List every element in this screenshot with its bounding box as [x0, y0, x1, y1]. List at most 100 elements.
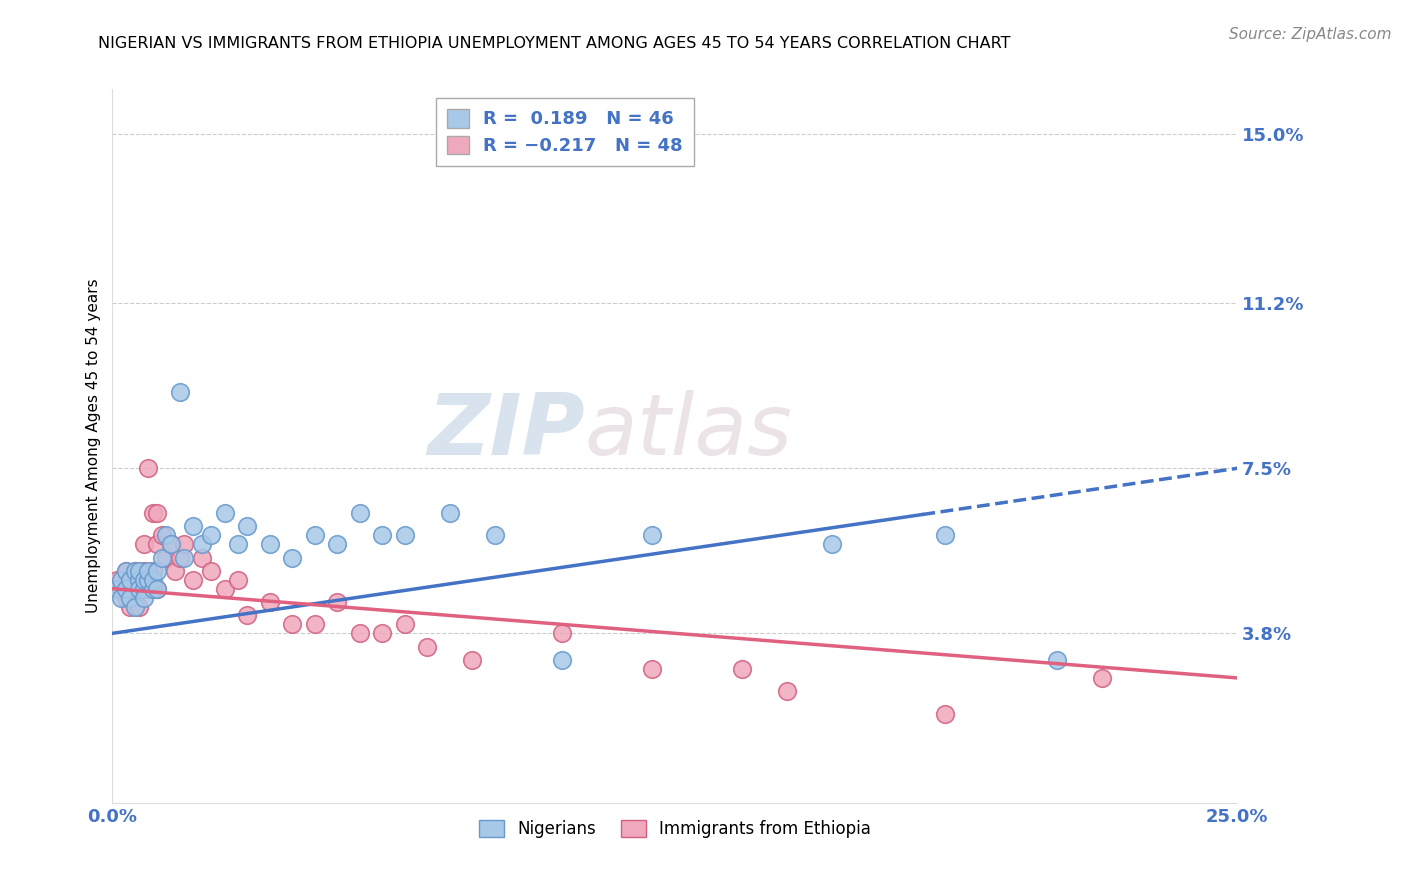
Point — [281, 550, 304, 565]
Text: NIGERIAN VS IMMIGRANTS FROM ETHIOPIA UNEMPLOYMENT AMONG AGES 45 TO 54 YEARS CORR: NIGERIAN VS IMMIGRANTS FROM ETHIOPIA UNE… — [98, 36, 1011, 51]
Legend: Nigerians, Immigrants from Ethiopia: Nigerians, Immigrants from Ethiopia — [472, 813, 877, 845]
Point — [124, 582, 146, 596]
Point — [146, 582, 169, 596]
Point — [146, 537, 169, 551]
Point — [120, 599, 142, 614]
Point — [1091, 671, 1114, 685]
Point — [115, 582, 138, 596]
Point — [146, 564, 169, 578]
Point — [461, 653, 484, 667]
Point — [228, 537, 250, 551]
Point — [326, 595, 349, 609]
Point — [142, 564, 165, 578]
Point — [281, 617, 304, 632]
Point — [326, 537, 349, 551]
Point — [439, 506, 461, 520]
Point — [128, 599, 150, 614]
Point — [183, 573, 205, 587]
Point — [259, 595, 281, 609]
Point — [115, 591, 138, 605]
Point — [128, 564, 150, 578]
Point — [124, 564, 146, 578]
Point — [214, 506, 236, 520]
Point — [551, 626, 574, 640]
Point — [1046, 653, 1069, 667]
Point — [155, 528, 177, 542]
Point — [169, 385, 191, 400]
Point — [160, 537, 183, 551]
Text: atlas: atlas — [585, 390, 793, 474]
Point — [120, 591, 142, 605]
Point — [173, 537, 195, 551]
Point — [115, 564, 138, 578]
Text: ZIP: ZIP — [427, 390, 585, 474]
Point — [173, 550, 195, 565]
Point — [110, 591, 132, 605]
Point — [132, 591, 155, 605]
Point — [200, 528, 222, 542]
Point — [371, 528, 394, 542]
Point — [416, 640, 439, 654]
Point — [120, 573, 142, 587]
Point — [155, 550, 177, 565]
Text: Source: ZipAtlas.com: Source: ZipAtlas.com — [1229, 27, 1392, 42]
Point — [124, 599, 146, 614]
Point — [142, 573, 165, 587]
Point — [934, 706, 956, 721]
Point — [128, 573, 150, 587]
Point — [132, 564, 155, 578]
Point — [371, 626, 394, 640]
Point — [394, 617, 416, 632]
Point — [132, 537, 155, 551]
Point — [236, 519, 259, 533]
Point — [120, 573, 142, 587]
Point — [214, 582, 236, 596]
Point — [146, 506, 169, 520]
Point — [146, 582, 169, 596]
Point — [191, 550, 214, 565]
Point — [142, 582, 165, 596]
Point — [641, 662, 664, 676]
Point — [138, 573, 160, 587]
Point — [138, 582, 160, 596]
Point — [394, 528, 416, 542]
Point — [191, 537, 214, 551]
Point — [124, 564, 146, 578]
Point — [150, 528, 173, 542]
Point — [138, 573, 160, 587]
Point — [132, 582, 155, 596]
Point — [183, 519, 205, 533]
Point — [132, 573, 155, 587]
Point — [934, 528, 956, 542]
Point — [776, 684, 799, 698]
Point — [731, 662, 754, 676]
Point — [160, 537, 183, 551]
Point — [105, 573, 128, 587]
Point — [142, 506, 165, 520]
Point — [304, 528, 326, 542]
Point — [228, 573, 250, 587]
Point — [259, 537, 281, 551]
Point — [165, 564, 187, 578]
Point — [236, 608, 259, 623]
Point — [115, 564, 138, 578]
Point — [150, 550, 173, 565]
Point — [110, 573, 132, 587]
Point — [169, 550, 191, 565]
Point — [138, 564, 160, 578]
Point — [200, 564, 222, 578]
Y-axis label: Unemployment Among Ages 45 to 54 years: Unemployment Among Ages 45 to 54 years — [86, 278, 101, 614]
Point — [138, 461, 160, 475]
Point — [641, 528, 664, 542]
Point — [349, 506, 371, 520]
Point — [128, 582, 150, 596]
Point — [128, 573, 150, 587]
Point — [105, 582, 128, 596]
Point — [132, 582, 155, 596]
Point — [484, 528, 506, 542]
Point — [551, 653, 574, 667]
Point — [110, 582, 132, 596]
Point — [821, 537, 844, 551]
Point — [304, 617, 326, 632]
Point — [349, 626, 371, 640]
